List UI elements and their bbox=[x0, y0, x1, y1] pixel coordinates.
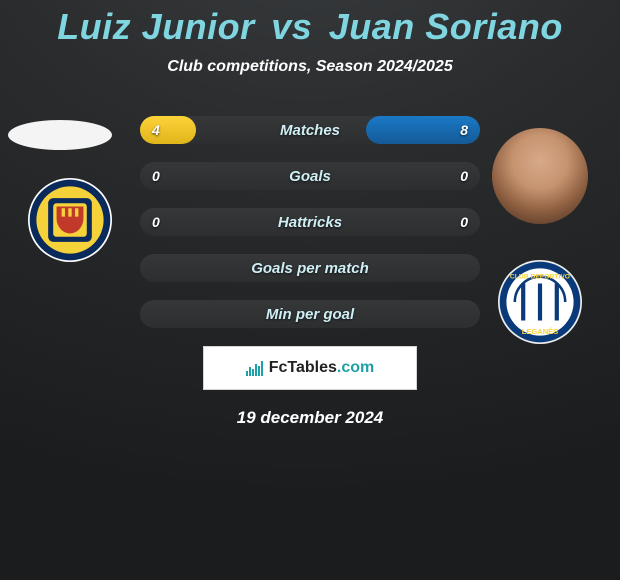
bar-chart-icon bbox=[246, 360, 263, 376]
page-title: Luiz Junior vs Juan Soriano bbox=[0, 0, 620, 48]
leganes-badge-icon: CLUB DEPORTIVO LEGANÉS bbox=[498, 260, 582, 344]
player1-photo bbox=[8, 120, 112, 150]
stat-row: Goals 0 0 bbox=[140, 162, 480, 190]
fctables-logo: FcTables.com bbox=[203, 346, 417, 390]
stat-row: Min per goal bbox=[140, 300, 480, 328]
logo-text-suffix: .com bbox=[337, 359, 374, 376]
stat-value-right: 0 bbox=[460, 162, 468, 190]
player2-face-placeholder bbox=[492, 128, 588, 224]
stat-value-left: 0 bbox=[152, 162, 160, 190]
subtitle: Club competitions, Season 2024/2025 bbox=[0, 58, 620, 76]
player1-club-badge bbox=[28, 178, 112, 262]
svg-text:CLUB DEPORTIVO: CLUB DEPORTIVO bbox=[510, 273, 570, 280]
stat-label: Matches bbox=[280, 122, 340, 139]
title-player2: Juan Soriano bbox=[329, 6, 563, 47]
stat-bar-left bbox=[140, 116, 196, 144]
stat-label: Hattricks bbox=[278, 214, 342, 231]
stat-value-left: 0 bbox=[152, 208, 160, 236]
stat-value-right: 8 bbox=[460, 116, 468, 144]
logo-text: FcTables.com bbox=[269, 359, 375, 377]
stat-value-right: 0 bbox=[460, 208, 468, 236]
stat-row: Hattricks 0 0 bbox=[140, 208, 480, 236]
title-player1: Luiz Junior bbox=[57, 6, 255, 47]
stat-value-left: 4 bbox=[152, 116, 160, 144]
svg-text:LEGANÉS: LEGANÉS bbox=[522, 327, 558, 336]
title-vs: vs bbox=[271, 6, 312, 47]
stat-label: Goals per match bbox=[251, 260, 369, 277]
stat-label: Goals bbox=[289, 168, 331, 185]
logo-text-main: FcTables bbox=[269, 359, 337, 376]
stat-row: Matches 4 8 bbox=[140, 116, 480, 144]
stats-list: Matches 4 8 Goals 0 0 Hattricks 0 0 Goals per mat… bbox=[140, 116, 480, 328]
player2-club-badge: CLUB DEPORTIVO LEGANÉS bbox=[498, 260, 582, 344]
stat-row: Goals per match bbox=[140, 254, 480, 282]
comparison-card: Luiz Junior vs Juan Soriano Club competi… bbox=[0, 0, 620, 580]
player2-photo bbox=[492, 128, 588, 224]
stat-label: Min per goal bbox=[266, 306, 354, 323]
date-label: 19 december 2024 bbox=[0, 408, 620, 428]
villarreal-badge-icon bbox=[28, 178, 112, 262]
